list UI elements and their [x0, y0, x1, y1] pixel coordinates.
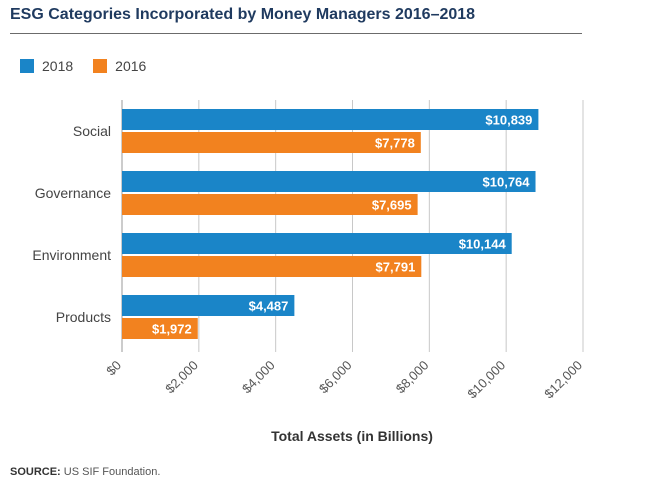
legend-item-2018: 2018	[20, 58, 73, 74]
data-label: $10,764	[483, 175, 531, 190]
bar-2018	[122, 171, 536, 192]
chart-title: ESG Categories Incorporated by Money Man…	[10, 6, 476, 23]
bar-2016	[122, 318, 198, 339]
bar-2018	[122, 109, 539, 130]
legend-swatch-2018	[20, 59, 34, 73]
source-note: SOURCE: US SIF Foundation.	[10, 466, 160, 478]
bar-2018	[122, 233, 512, 254]
x-tick-label: $4,000	[239, 358, 278, 397]
x-tick-label: $10,000	[464, 358, 508, 402]
source-label: SOURCE:	[10, 466, 61, 478]
title-divider	[10, 33, 582, 34]
x-tick-label: $2,000	[162, 358, 201, 397]
x-tick-label: $12,000	[541, 358, 585, 402]
legend-swatch-2016	[93, 59, 108, 73]
bar-2016	[122, 132, 421, 153]
data-label: $4,487	[249, 299, 289, 314]
bar-2018	[122, 295, 295, 316]
legend: 2018 2016	[20, 58, 166, 74]
category-label: Social	[73, 123, 111, 139]
data-label: $10,144	[459, 237, 507, 252]
data-label: $7,695	[372, 198, 412, 213]
category-label: Products	[56, 309, 111, 325]
legend-item-2016: 2016	[93, 58, 146, 74]
data-label: $7,791	[376, 260, 416, 275]
category-label: Governance	[35, 185, 111, 201]
bar-2016	[122, 256, 422, 277]
legend-label-2018: 2018	[42, 58, 74, 74]
x-tick-label: $6,000	[316, 358, 355, 397]
data-label: $1,972	[152, 322, 192, 337]
x-tick-label: $0	[103, 358, 124, 379]
x-axis-title: Total Assets (in Billions)	[271, 428, 433, 444]
legend-label-2016: 2016	[115, 58, 147, 74]
bar-2016	[122, 194, 418, 215]
category-label: Environment	[32, 247, 111, 263]
data-label: $7,778	[375, 136, 415, 151]
x-tick-label: $8,000	[393, 358, 432, 397]
source-text: US SIF Foundation.	[63, 466, 161, 478]
data-label: $10,839	[485, 113, 532, 128]
